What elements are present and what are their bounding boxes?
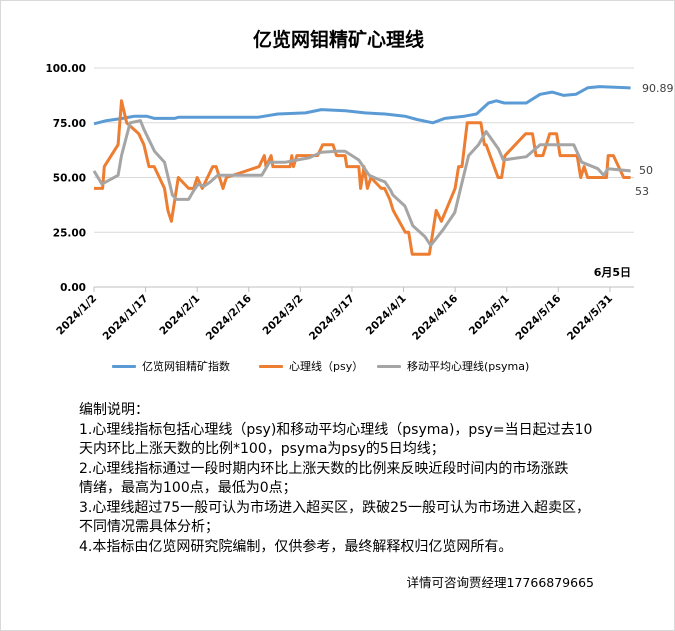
x-tick-label: 2024/5/16	[513, 293, 563, 343]
legend-label: 心理线（psy）	[289, 360, 364, 373]
x-tick-label: 2024/3/2	[261, 293, 306, 338]
x-tick-label: 2024/5/1	[467, 293, 512, 338]
x-tick-label: 2024/2/1	[157, 293, 202, 338]
notes-line: 情绪，最高为100点，最低为0点；	[79, 480, 297, 496]
chart-title: 亿览网钼精矿心理线	[252, 29, 424, 51]
legend-item-index: 亿览网钼精矿指数	[112, 358, 230, 374]
notes: 编制说明： 1.心理线指标包括心理线（psy)和移动平均心理线（psyma)，p…	[79, 401, 639, 557]
series-line-1	[94, 99, 631, 256]
notes-line: 2.心理线指标通过一段时期内环比上涨天数的比例来反映近段时间内的市场涨跌	[79, 460, 569, 477]
y-tick-label: 100.00	[45, 63, 86, 75]
notes-line: 天内环比上涨天数的比例*100，psyma为psy的5日均线；	[79, 441, 445, 457]
y-tick-label: 75.00	[53, 118, 86, 130]
x-tick-label: 2024/1/17	[101, 293, 151, 343]
legend-item-psyma: 移动平均心理线(psyma)	[377, 358, 529, 374]
x-tick-label: 2024/3/17	[307, 293, 357, 343]
legend-swatch	[377, 364, 401, 368]
series-end-label: 50	[639, 164, 653, 177]
notes-line: 4.本指标由亿览网研究院编制，仅供参考，最终解释权归亿览网所有。	[79, 538, 513, 555]
y-tick-label: 0.00	[60, 282, 86, 294]
x-tick-label: 2024/4/16	[410, 293, 460, 343]
series-end-label: 53	[635, 185, 649, 198]
y-tick-label: 50.00	[53, 173, 86, 185]
legend-swatch	[112, 364, 136, 368]
line-chart: 0.00 25.00 50.00 75.00 100.00 2024/1/2 2024/1/…	[45, 63, 674, 343]
x-tick-label: 2024/4/1	[364, 293, 409, 338]
x-tick-label: 2024/1/2	[54, 293, 99, 338]
notes-line: 3.心理线超过75一般可认为市场进入超买区，跌破25一般可认为市场进入超卖区，	[79, 499, 590, 516]
legend-item-psy: 心理线（psy）	[259, 358, 363, 374]
series-end-label: 90.89	[642, 82, 674, 95]
x-tick-label: 2024/2/16	[204, 293, 254, 343]
legend-label: 亿览网钼精矿指数	[142, 360, 230, 373]
series-line-2	[92, 119, 631, 247]
notes-line: 1.心理线指标包括心理线（psy)和移动平均心理线（psyma)，psy=当日起…	[79, 421, 593, 438]
legend: 亿览网钼精矿指数 心理线（psy） 移动平均心理线(psyma)	[1, 358, 674, 374]
legend-swatch	[259, 364, 283, 368]
date-annotation: 6月5日	[594, 266, 631, 279]
series-line-0	[93, 85, 631, 126]
notes-line: 不同情况需具体分析；	[79, 519, 219, 535]
y-tick-label: 25.00	[53, 227, 86, 239]
x-tick-label: 2024/5/31	[565, 293, 615, 343]
contact-footer: 详情可咨询贾经理17766879665	[406, 575, 594, 590]
notes-heading: 编制说明：	[79, 402, 149, 418]
legend-label: 移动平均心理线(psyma)	[407, 360, 530, 373]
